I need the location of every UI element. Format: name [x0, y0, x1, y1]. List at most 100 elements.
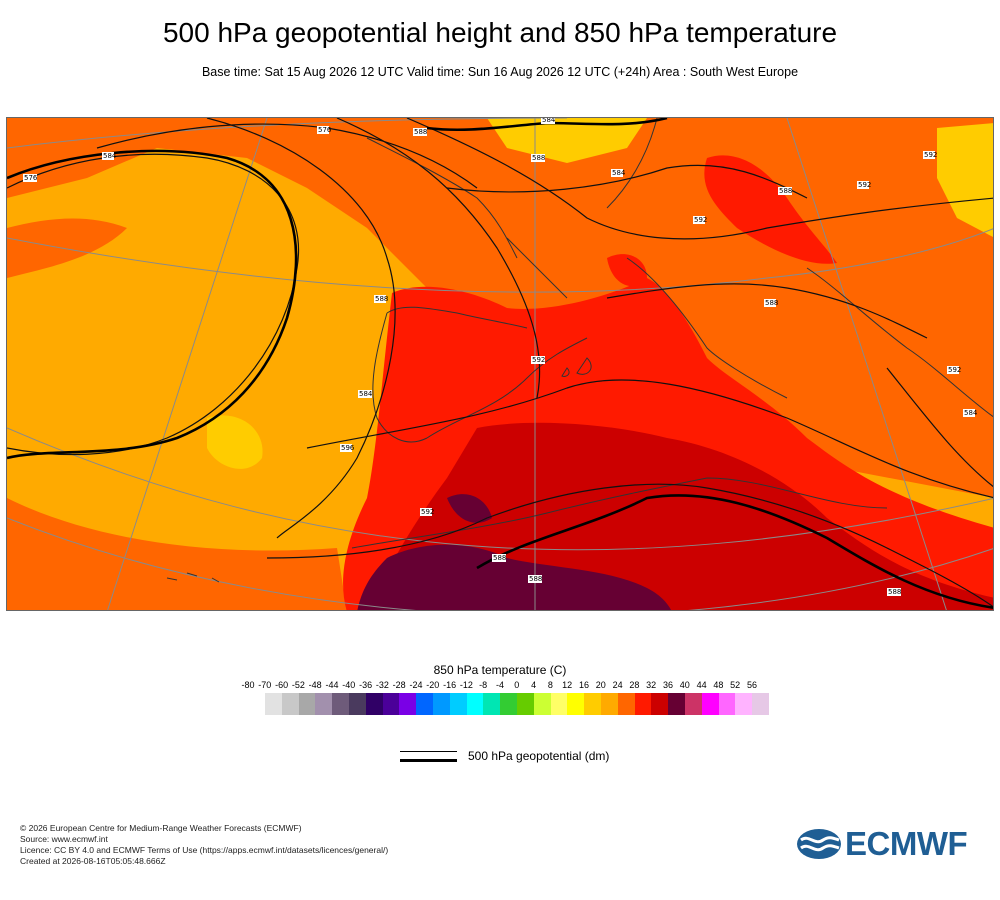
map-canvas: 576 584 576 588 584 588 584 592 588 592 … [7, 118, 993, 610]
colorbar-swatch [466, 693, 484, 715]
contour-label: 592 [924, 151, 937, 159]
colorbar-tick-label: 36 [662, 680, 673, 690]
colorbar-swatch [567, 693, 585, 715]
colorbar-tick-label: -16 [443, 680, 457, 690]
contour-label: 576 [24, 174, 38, 182]
colorbar-tick-label: -4 [495, 680, 504, 690]
colorbar-tick-label: -40 [342, 680, 356, 690]
colorbar-tick-label: -60 [275, 680, 289, 690]
colorbar-tick-label: 24 [612, 680, 623, 690]
temperature-field-20-24-west [7, 218, 127, 278]
colorbar-tick-label: 56 [746, 680, 757, 690]
contour-label: 596 [341, 444, 355, 452]
colorbar-tick-label: -48 [308, 680, 322, 690]
contour-label: 576 [318, 126, 332, 134]
contour-labels: 576 584 576 588 584 588 584 592 588 592 … [23, 118, 978, 596]
colorbar-swatch [348, 693, 366, 715]
chart-title: 500 hPa geopotential height and 850 hPa … [162, 17, 838, 48]
colorbar-swatch [651, 693, 669, 715]
contour-label: 588 [532, 154, 545, 162]
temperature-field-32-36 [357, 544, 672, 610]
colorbar-tick-label: 44 [696, 680, 707, 690]
geopotential-legend-lines [400, 749, 458, 763]
contour-label: 592 [532, 356, 545, 364]
contour-label: 588 [888, 588, 901, 596]
footer: © 2026 European Centre for Medium-Range … [20, 823, 388, 867]
forecast-map: 576 584 576 588 584 588 584 592 588 592 … [6, 117, 994, 611]
colorbar-tick-label: 0 [514, 680, 520, 690]
graticule [7, 118, 993, 610]
contour-label: 588 [493, 554, 506, 562]
colorbar-swatch [735, 693, 753, 715]
copyright-text: © 2026 European Centre for Medium-Range … [20, 823, 302, 833]
temperature-field-20-24-south [7, 498, 347, 610]
colorbar-tick-label: 40 [679, 680, 690, 690]
colorbar-tick-label: -8 [479, 680, 488, 690]
colorbar-tick-label: -20 [426, 680, 440, 690]
colorbar-swatch [281, 693, 299, 715]
contour-label: 584 [542, 118, 556, 124]
contour-label: 592 [948, 366, 961, 374]
geopotential-legend-label: 500 hPa geopotential (dm) [468, 749, 610, 763]
colorbar-tick-label: -12 [459, 680, 473, 690]
colorbar-tick-label: 32 [646, 680, 657, 690]
colorbar-swatch [600, 693, 618, 715]
contour-label: 592 [694, 216, 707, 224]
chart-subtitle: Base time: Sat 15 Aug 2026 12 UTC Valid … [201, 65, 799, 79]
colorbar-swatch [718, 693, 736, 715]
colorbar-tick-label: 28 [629, 680, 640, 690]
colorbar-swatch [516, 693, 534, 715]
colorbar-swatch [584, 693, 601, 715]
colorbar-tick-label: 12 [562, 680, 573, 690]
colorbar-swatch [449, 693, 467, 715]
colorbar-swatch [684, 693, 702, 715]
colorbar-tick-label: -44 [325, 680, 339, 690]
colorbar-tick-label: 20 [595, 680, 606, 690]
colorbar-swatch [432, 693, 450, 715]
colorbar [265, 693, 769, 715]
colorbar-tick-label: -52 [291, 680, 305, 690]
source-text: Source: www.ecmwf.int [20, 834, 108, 844]
colorbar-ticks: -80 -70 -60 -52 -48 -44 -40 -36 -32 -28 -24 -20 -16-… [240, 680, 760, 694]
temperature-field-24-28-alps [704, 155, 837, 264]
temperature-field-32-36-patch [447, 494, 492, 523]
colorbar-swatch [399, 693, 417, 715]
created-text: Created at 2026-08-16T05:05:48.666Z [20, 856, 166, 866]
colorbar-swatch [416, 693, 433, 715]
temperature-field-24-28-italy [607, 254, 647, 287]
colorbar-swatch [382, 693, 400, 715]
colorbar-swatch [701, 693, 719, 715]
colorbar-tick-label: 4 [531, 680, 537, 690]
colorbar-title: 850 hPa temperature (C) [433, 663, 567, 677]
colorbar-swatch [265, 693, 282, 715]
ecmwf-logo-icon [797, 829, 841, 859]
colorbar-tick-label: -28 [392, 680, 406, 690]
contour-label: 588 [779, 187, 792, 195]
colorbar-swatch [533, 693, 551, 715]
licence-text: Licence: CC BY 4.0 and ECMWF Terms of Us… [20, 845, 389, 855]
coastlines [166, 118, 993, 583]
colorbar-swatch [315, 693, 333, 715]
ecmwf-logo-text: ECMWF [845, 825, 968, 862]
colorbar-swatch [365, 693, 383, 715]
temperature-field-12-16-atlantic [207, 415, 263, 469]
colorbar-tick-label: 16 [578, 680, 589, 690]
colorbar-tick-label: -32 [375, 680, 389, 690]
colorbar-swatch [500, 693, 517, 715]
contour-label: 584 [964, 409, 978, 417]
contour-label: 588 [765, 299, 778, 307]
temperature-field-12-16-east [937, 123, 993, 237]
contour-label: 588 [529, 575, 542, 583]
contour-label: 584 [612, 169, 626, 177]
colorbar-tick-label: -80 [241, 680, 255, 690]
colorbar-tick-label: 8 [547, 680, 553, 690]
legend-line-thin [400, 751, 457, 752]
colorbar-swatch [483, 693, 501, 715]
colorbar-swatch [752, 693, 769, 715]
colorbar-swatch [634, 693, 652, 715]
colorbar-tick-label: -70 [258, 680, 272, 690]
contour-label: 584 [103, 152, 117, 160]
contour-label: 588 [375, 295, 388, 303]
colorbar-swatch [668, 693, 685, 715]
colorbar-tick-label: -36 [359, 680, 373, 690]
